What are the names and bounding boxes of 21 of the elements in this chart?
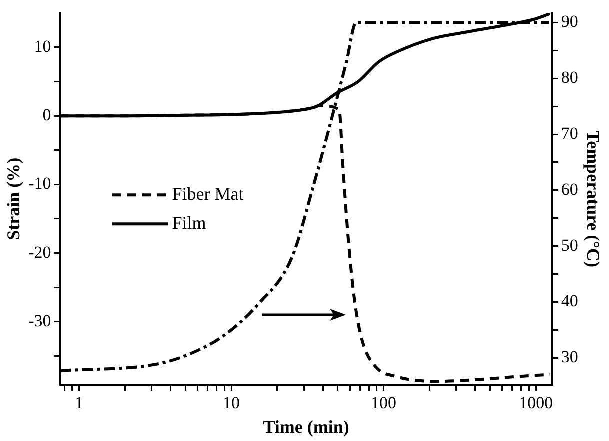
x-axis-title: Time (min) [263, 416, 350, 437]
y2-tick-label: 30 [561, 348, 578, 367]
y2-tick-label: 80 [561, 68, 578, 88]
y2-tick-label: 70 [561, 124, 578, 143]
y-axis-title: Strain (%) [3, 158, 24, 240]
x-tick-label: 1 [75, 394, 84, 413]
x-tick-label: 1000 [519, 394, 554, 413]
y2-tick-label: 40 [561, 292, 578, 311]
y-tick-label: -10 [28, 174, 52, 194]
y2-tick-label: 60 [561, 180, 578, 199]
y2-tick-label: 90 [561, 12, 578, 32]
y-tick-label: 0 [42, 106, 52, 125]
legend-label: Film [172, 212, 206, 233]
x-tick-label: 10 [223, 394, 240, 413]
x-tick-label: 100 [371, 394, 397, 413]
y-tick-label: -30 [28, 311, 52, 330]
legend-label: Fiber Mat [172, 184, 244, 204]
y-tick-label: 10 [34, 36, 52, 56]
y2-axis-title: Temperature (°C) [584, 130, 604, 268]
y2-tick-label: 50 [561, 236, 578, 255]
y-tick-label: -20 [28, 242, 52, 262]
